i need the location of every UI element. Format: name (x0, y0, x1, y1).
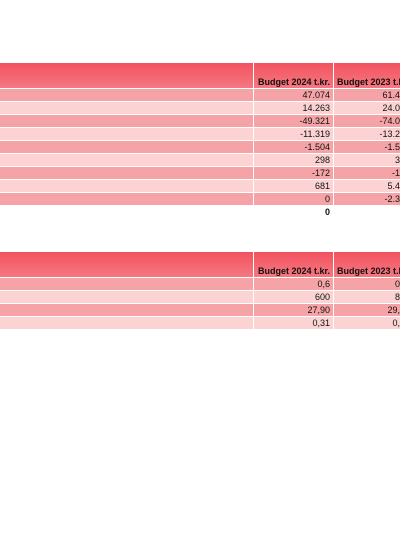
row-label (0, 167, 254, 179)
value-cell: -2.3 (384, 194, 400, 204)
label-header (0, 63, 254, 88)
row-label (0, 154, 254, 166)
table-row: 600 8 (0, 291, 400, 304)
table-row: 0,6 0 (0, 278, 400, 291)
value-cell: 0 (254, 206, 334, 218)
value-cell: 27,90 (254, 304, 334, 316)
table-row: 0,31 0, (0, 317, 400, 330)
row-label (0, 304, 254, 316)
column-header: Budget 2023 t.kr. (337, 266, 400, 276)
value-cell: 0,31 (254, 317, 334, 329)
row-label (0, 89, 254, 101)
table-row: 14.263 24.0 (0, 102, 400, 115)
value-cell: -1.504 (254, 141, 334, 153)
value-cell: 47.074 (254, 89, 334, 101)
value-cell: -1.5 (384, 142, 400, 152)
value-cell: -11.319 (254, 128, 334, 140)
value-cell: 600 (254, 291, 334, 303)
value-cell: 298 (254, 154, 334, 166)
row-label (0, 102, 254, 114)
value-cell: -13.2 (379, 129, 400, 139)
row-label (0, 128, 254, 140)
value-cell: 0, (392, 318, 400, 328)
value-cell: 0 (394, 279, 400, 289)
column-header: Budget 2024 t.kr. (254, 63, 334, 88)
table-row: 298 3 (0, 154, 400, 167)
key-figures-table: Budget 2024 t.kr.Budget 2023 t.kr.0,6060… (0, 252, 400, 330)
table-row: -172 -1 (0, 167, 400, 180)
value-cell: 681 (254, 180, 334, 192)
value-cell: 14.263 (254, 102, 334, 114)
value-cell: -49.321 (254, 115, 334, 127)
label-header (0, 252, 254, 277)
value-cell: 8 (394, 292, 400, 302)
table-row: 47.074 61.4 (0, 89, 400, 102)
budget-table: Budget 2024 t.kr.Budget 2023 t.kr.47.074… (0, 63, 400, 219)
table-row: -11.319 -13.2 (0, 128, 400, 141)
table-row: 0 (0, 206, 400, 219)
value-cell: 3 (394, 155, 400, 165)
value-cell: 0 (254, 193, 334, 205)
value-cell (334, 206, 400, 218)
row-label (0, 291, 254, 303)
value-cell: -74.0 (379, 116, 400, 126)
column-header: Budget 2023 t.kr. (337, 77, 400, 87)
value-cell: 5.4 (387, 181, 400, 191)
row-label (0, 206, 254, 218)
row-label (0, 115, 254, 127)
header-row: Budget 2024 t.kr.Budget 2023 t.kr. (0, 63, 400, 89)
header-row: Budget 2024 t.kr.Budget 2023 t.kr. (0, 252, 400, 278)
value-cell: 61.4 (382, 90, 400, 100)
row-label (0, 141, 254, 153)
column-header: Budget 2024 t.kr. (254, 252, 334, 277)
table-row: 27,90 29, (0, 304, 400, 317)
table-row: 681 5.4 (0, 180, 400, 193)
value-cell: 29, (387, 305, 400, 315)
value-cell: -172 (254, 167, 334, 179)
row-label (0, 278, 254, 290)
row-label (0, 193, 254, 205)
value-cell: 0,6 (254, 278, 334, 290)
table-row: -49.321 -74.0 (0, 115, 400, 128)
value-cell: -1 (391, 168, 400, 178)
table-row: -1.504 -1.5 (0, 141, 400, 154)
row-label (0, 180, 254, 192)
table-row: 0 -2.3 (0, 193, 400, 206)
row-label (0, 317, 254, 329)
value-cell: 24.0 (382, 103, 400, 113)
